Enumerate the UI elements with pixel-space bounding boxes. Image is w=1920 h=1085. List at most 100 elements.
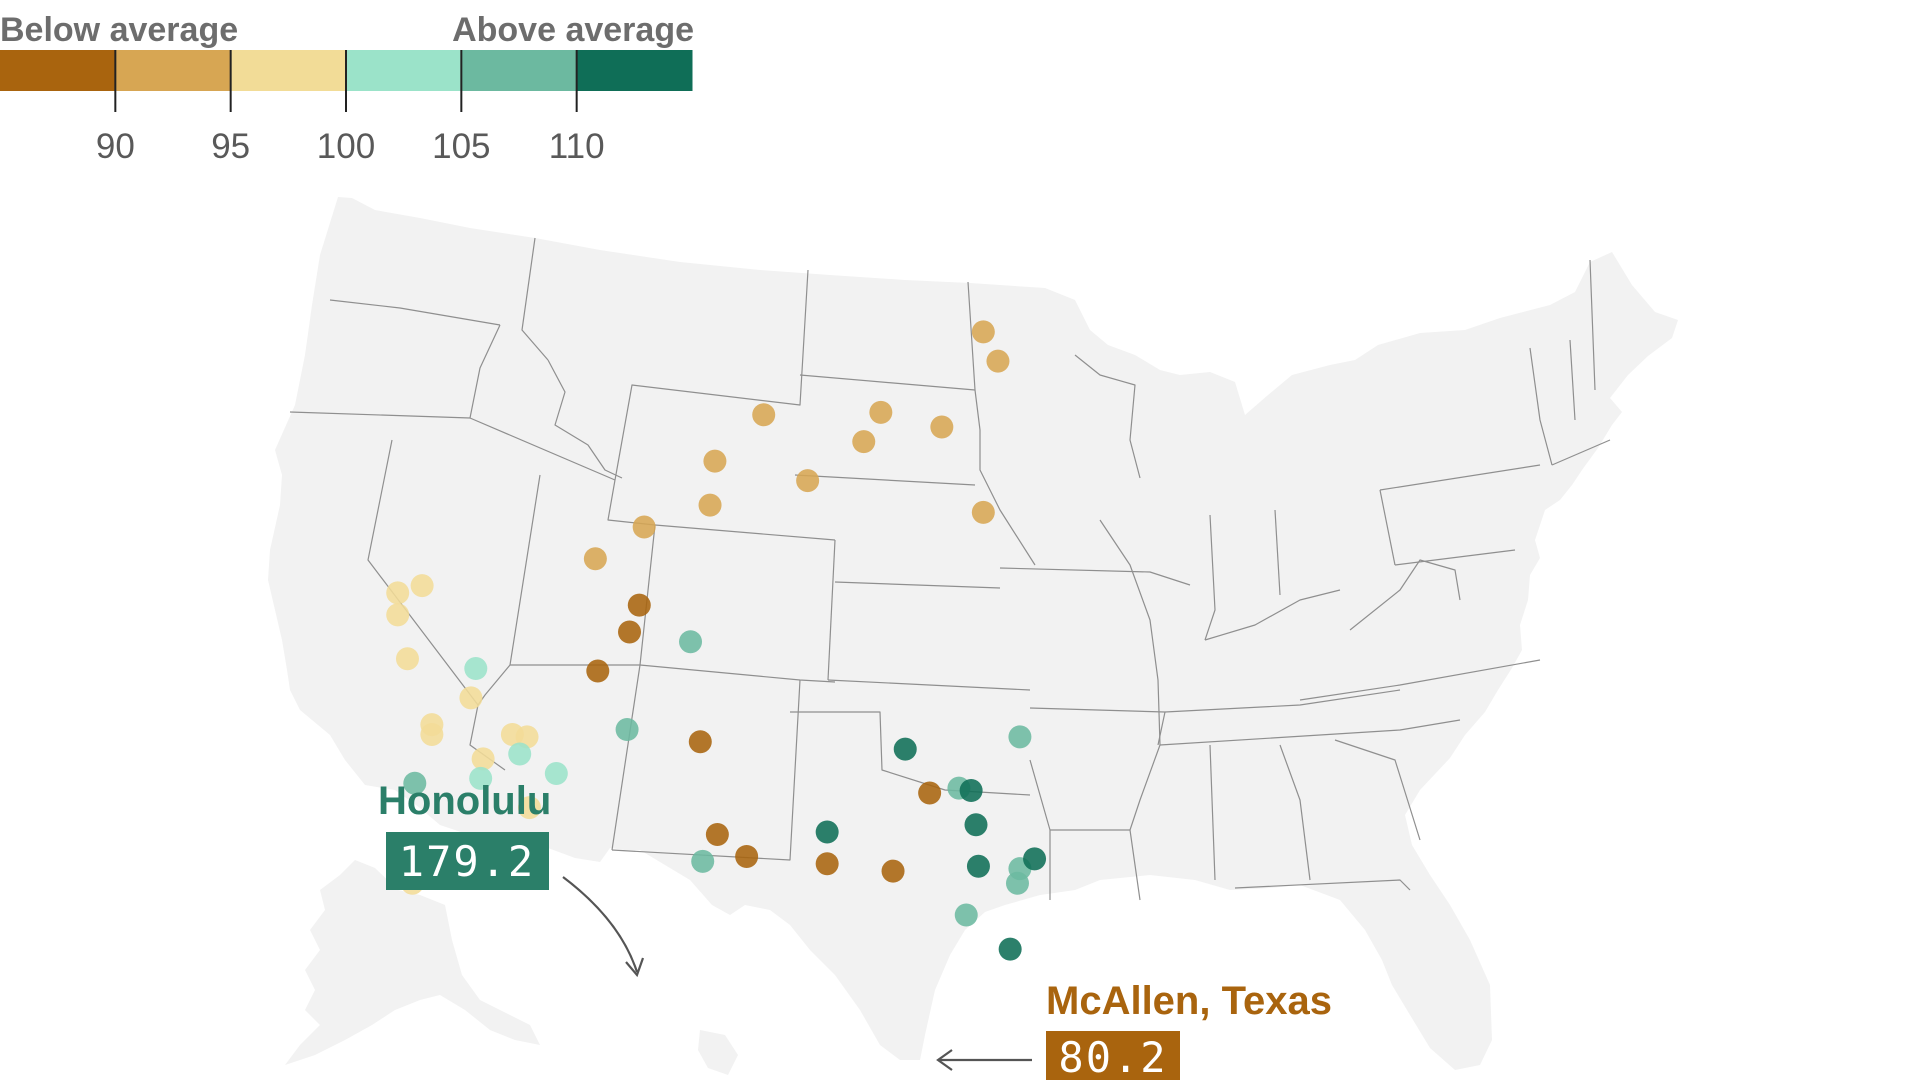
legend-swatch [346, 50, 462, 91]
border-tn-al-ga [1159, 719, 1461, 746]
border-il-in [1204, 514, 1216, 641]
legend-tick-label: 90 [96, 127, 135, 166]
city-dot[interactable] [998, 937, 1022, 961]
city-dot[interactable] [544, 761, 568, 785]
mcallen-label: McAllen, Texas [1046, 979, 1332, 1023]
city-dot[interactable] [410, 574, 434, 598]
city-dot[interactable] [930, 415, 954, 439]
city-dot[interactable] [954, 903, 978, 927]
city-dot[interactable] [918, 781, 942, 805]
city-dot[interactable] [852, 430, 876, 454]
honolulu-label: Honolulu [378, 779, 551, 823]
city-dot[interactable] [691, 849, 715, 873]
border-pa-ny [1379, 464, 1541, 491]
city-dot[interactable] [586, 659, 610, 683]
city-dot[interactable] [688, 730, 712, 754]
city-dot[interactable] [703, 449, 727, 473]
legend-ticks: 90 95 100 105 110 [96, 50, 605, 166]
city-dot[interactable] [966, 854, 990, 878]
city-dot[interactable] [395, 647, 419, 671]
legend-swatch [230, 50, 347, 91]
city-dot[interactable] [881, 859, 905, 883]
legend-below-label: Below average [0, 11, 238, 49]
honolulu-value-box [386, 832, 549, 890]
city-dot[interactable] [735, 844, 759, 868]
state-borders [289, 237, 1611, 901]
border-ky-tn [1164, 689, 1401, 713]
city-dot[interactable] [386, 603, 410, 627]
city-dot[interactable] [959, 779, 983, 803]
city-dot[interactable] [893, 737, 917, 761]
honolulu-value: 179.2 [399, 837, 535, 886]
border-ne-ks [834, 581, 1001, 589]
border-al-ga [1279, 744, 1311, 881]
mcallen-value-box [1046, 1031, 1180, 1083]
city-dot[interactable] [583, 547, 607, 571]
legend-swatch [461, 50, 578, 91]
city-dot[interactable] [971, 500, 995, 524]
city-dot[interactable] [705, 822, 729, 846]
city-dot[interactable] [618, 620, 642, 644]
border-wa-id [521, 237, 549, 361]
city-dot[interactable] [679, 630, 703, 654]
border-sd-ne [794, 474, 976, 486]
border-id-or [469, 324, 501, 419]
legend-tick-label: 110 [549, 127, 605, 166]
legend-swatch [115, 50, 232, 91]
border-ut-co [607, 479, 656, 666]
legend-tick-label: 105 [432, 127, 490, 166]
city-dot[interactable] [815, 852, 839, 876]
city-dot[interactable] [1008, 725, 1032, 749]
border-or-wa [329, 299, 501, 326]
legend-swatch [0, 50, 116, 91]
city-dot[interactable] [964, 813, 988, 837]
legend-color-bar [0, 50, 693, 91]
city-dot[interactable] [469, 766, 493, 790]
border-ks-ok [827, 679, 1031, 691]
mcallen-value: 80.2 [1058, 1033, 1167, 1080]
city-dot[interactable] [386, 581, 410, 605]
city-dot[interactable] [698, 493, 722, 517]
city-dot[interactable] [459, 686, 483, 710]
map-base [268, 197, 1678, 1075]
city-dot[interactable] [986, 349, 1010, 373]
border-wy-co [654, 524, 836, 541]
legend-tick-label: 100 [317, 127, 375, 166]
city-dot[interactable] [471, 747, 495, 771]
border-in-oh [1274, 509, 1281, 596]
city-dot[interactable] [464, 657, 488, 681]
border-wi-mi [1074, 354, 1141, 479]
mcallen-callout: McAllen, Texas 80.2 [936, 979, 1332, 1083]
border-md-pa [1394, 549, 1516, 566]
city-dot[interactable] [403, 771, 427, 795]
city-dot[interactable] [517, 796, 541, 820]
legend: Below average Above average 90 95 100 105 11… [0, 11, 694, 166]
alaska-landmass [285, 860, 540, 1065]
border-oh-ky [1204, 589, 1341, 641]
city-dot[interactable] [615, 718, 639, 742]
border-ms-al [1209, 744, 1216, 881]
city-dot[interactable] [420, 713, 444, 737]
hawaii-landmass [698, 1030, 738, 1075]
city-dot[interactable] [869, 400, 893, 424]
city-dot[interactable] [796, 469, 820, 493]
city-dot[interactable] [752, 403, 776, 427]
legend-tick-label: 95 [211, 127, 250, 166]
border-new-england [1529, 259, 1611, 466]
border-mn-wi [967, 281, 1036, 566]
border-va-wv [1349, 559, 1461, 631]
city-dot[interactable] [971, 320, 995, 344]
border-ga-fl [1234, 879, 1411, 891]
city-dot[interactable] [1023, 847, 1047, 871]
city-dot[interactable] [508, 742, 532, 766]
border-az-nm [611, 664, 641, 851]
border-id-mt [547, 359, 623, 479]
border-nv-ut [509, 474, 541, 666]
border-pa-oh [1379, 489, 1396, 566]
city-dot[interactable] [627, 593, 651, 617]
border-ca-or-nv [289, 411, 616, 481]
city-dot[interactable] [815, 820, 839, 844]
border-nd-sd [799, 374, 976, 391]
city-dot[interactable] [632, 515, 656, 539]
